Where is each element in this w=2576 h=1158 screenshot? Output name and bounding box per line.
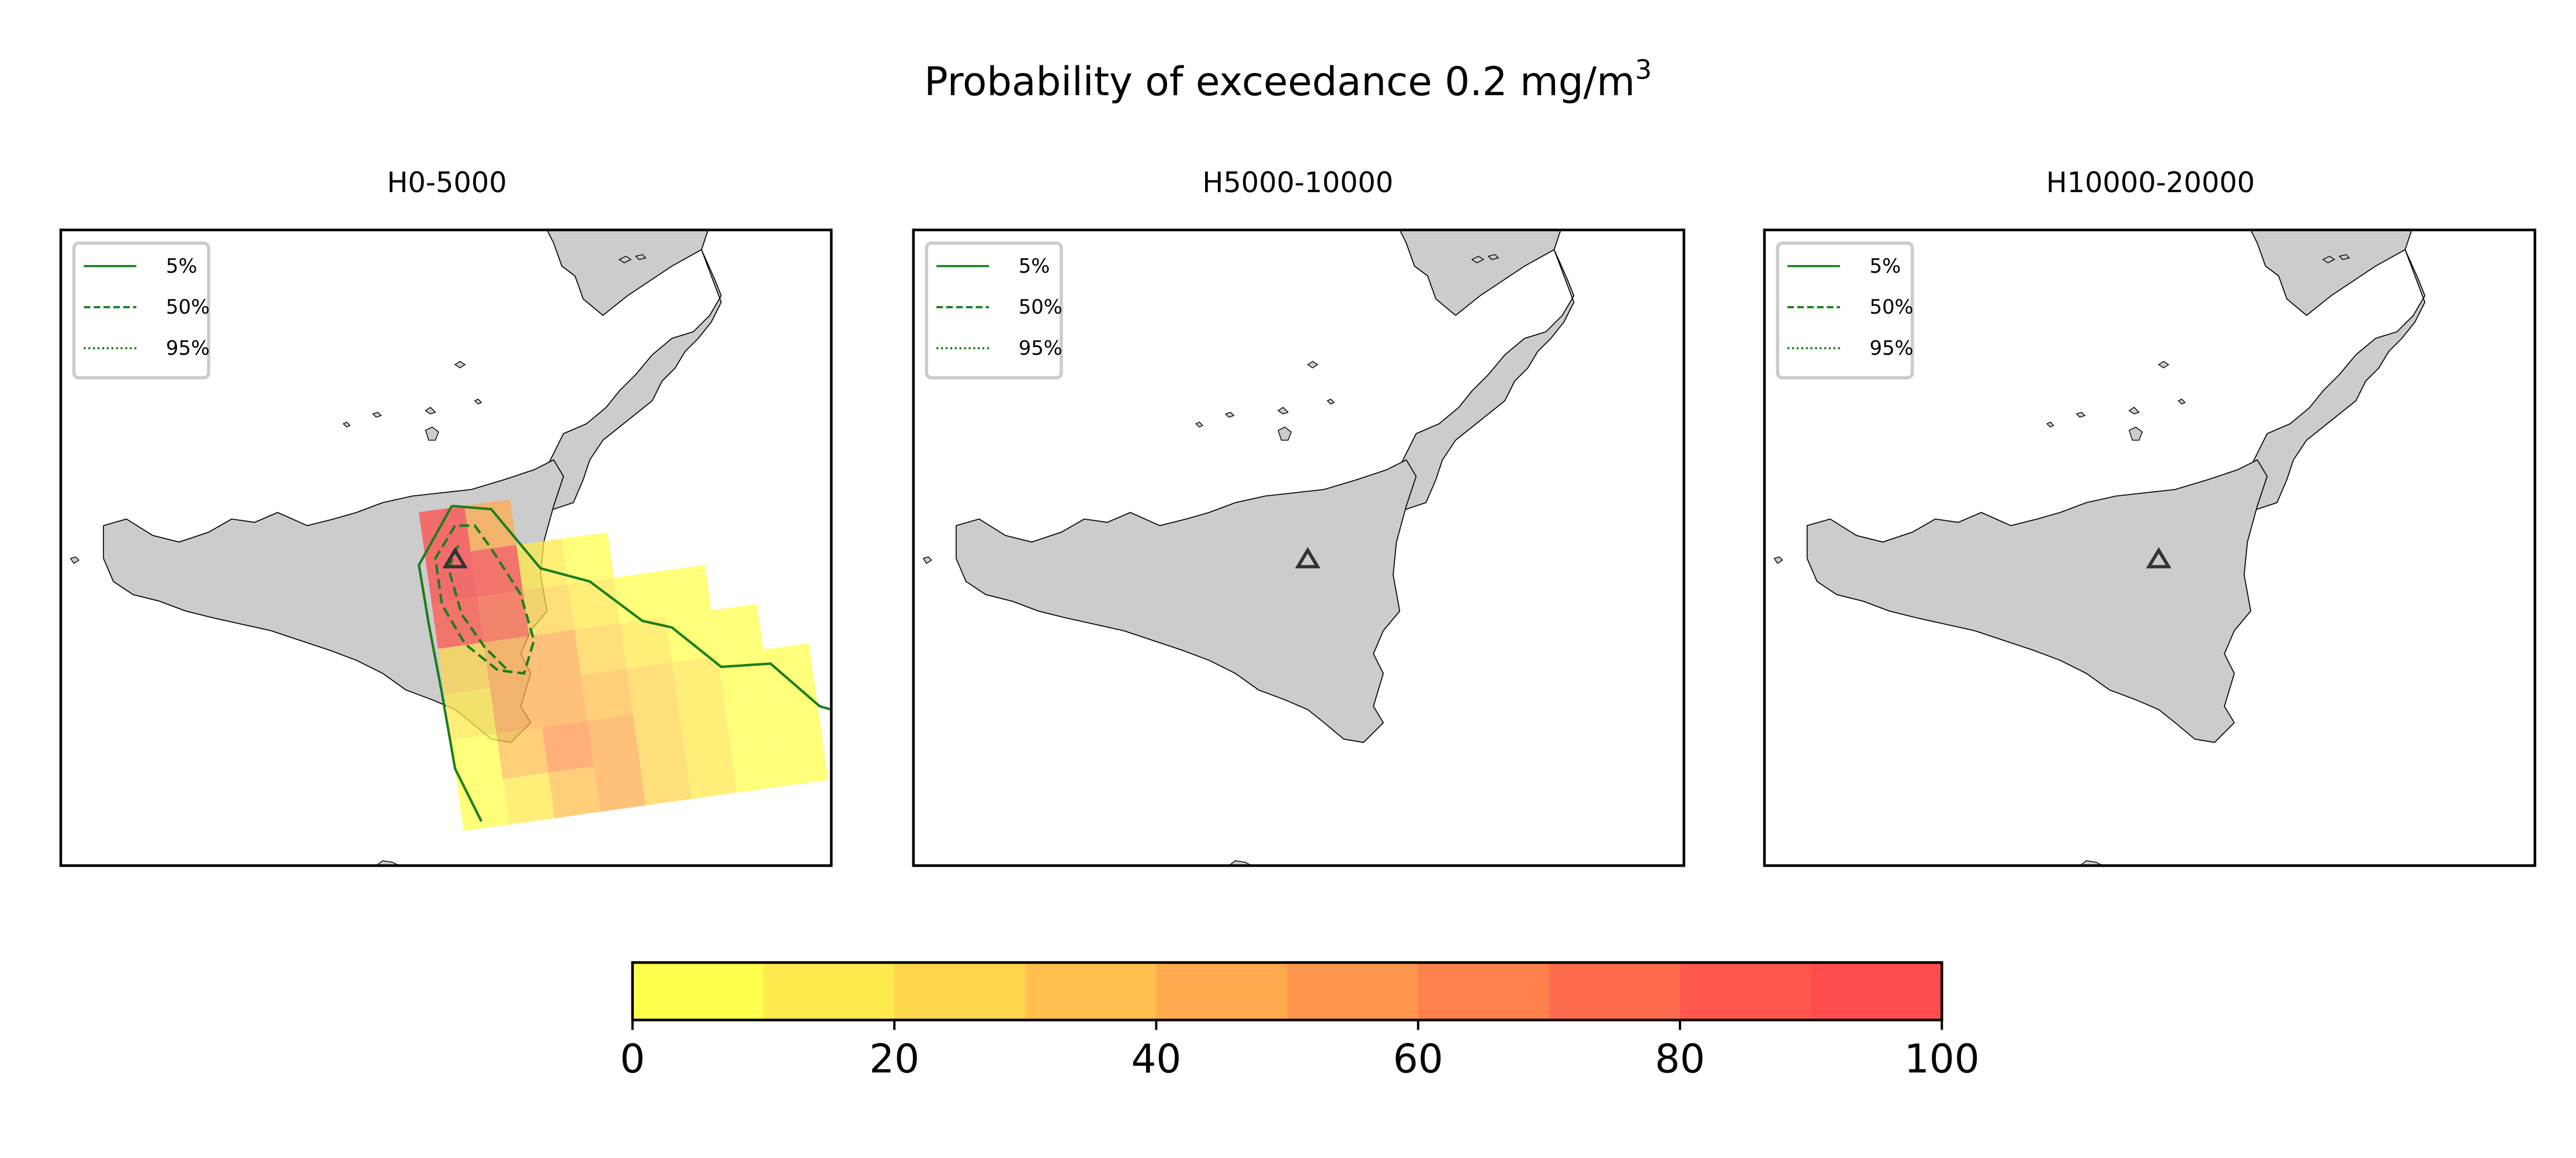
colorbar-tick-label: 100: [1904, 1036, 1980, 1082]
panel-title-h5000-10000: H5000-10000: [1202, 167, 1393, 199]
colorbar-tick-label: 40: [1131, 1036, 1181, 1082]
legend-label-5: 5%: [1019, 255, 1050, 277]
map-panel-h10000-20000: 5% 50% 95%: [1763, 228, 2536, 867]
colorbar-bin: [1811, 962, 1943, 1020]
legend-h0-5000: 5% 50% 95%: [74, 243, 210, 378]
colorbar-bin: [1156, 962, 1288, 1020]
colorbar-bins: [632, 962, 1943, 1020]
colorbar-bin: [1680, 962, 1812, 1020]
contour-50-percent-inner: [447, 545, 509, 672]
legend-label-50: 50%: [166, 295, 210, 318]
panel-title-h0-5000: H0-5000: [387, 167, 506, 199]
vent-marker: [442, 547, 468, 569]
colorbar-frame: [631, 961, 1943, 1021]
map-panel-h0-5000: 5% 50% 95%: [59, 228, 833, 867]
colorbar-bin: [1287, 962, 1419, 1020]
colorbar-bin: [894, 962, 1026, 1020]
colorbar-bin: [1025, 962, 1157, 1020]
colorbar: 0 20 40 60 80 100: [620, 961, 1980, 1082]
legend-label-5: 5%: [1870, 255, 1901, 277]
colorbar-ticks: 0 20 40 60 80 100: [620, 1020, 1980, 1082]
legend-label-50: 50%: [1019, 295, 1063, 318]
colorbar-tick-label: 20: [869, 1036, 919, 1082]
legend-label-50: 50%: [1870, 295, 1914, 318]
panel-title-h10000-20000: H10000-20000: [2046, 167, 2255, 199]
vent-marker: [2145, 547, 2172, 569]
contour-50-percent: [434, 524, 536, 675]
probability-field: [419, 499, 828, 832]
colorbar-bin: [632, 962, 765, 1020]
colorbar-tick-label: 80: [1655, 1036, 1705, 1082]
colorbar-bin: [1418, 962, 1550, 1020]
colorbar-tick-label: 0: [620, 1036, 645, 1082]
contour-5-percent-east: [452, 505, 832, 711]
map-panel-h5000-10000: 5% 50% 95%: [912, 228, 1686, 867]
legend-label-95: 95%: [1870, 337, 1914, 360]
colorbar-bin: [763, 962, 895, 1020]
colorbar-bin: [1549, 962, 1681, 1020]
legend-h10000-20000: 5% 50% 95%: [1777, 243, 1914, 378]
legend-label-95: 95%: [166, 337, 210, 360]
legend-h5000-10000: 5% 50% 95%: [926, 243, 1063, 378]
contour-5-percent: [417, 505, 482, 822]
legend-label-95: 95%: [1019, 337, 1063, 360]
figure-title: Probability of exceedance 0.2 mg/m3: [924, 54, 1652, 105]
colorbar-tick-label: 60: [1393, 1036, 1443, 1082]
legend-label-5: 5%: [166, 255, 197, 277]
vent-marker: [1294, 547, 1321, 569]
